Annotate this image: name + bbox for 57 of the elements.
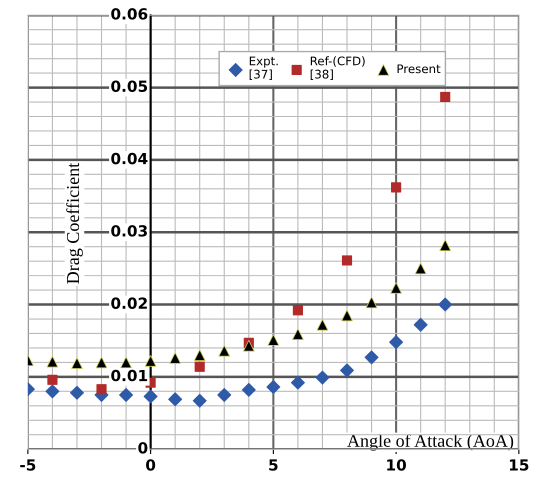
x-tick-label: 15: [510, 459, 528, 471]
point: [266, 380, 280, 394]
point: [438, 298, 452, 312]
point: [389, 335, 404, 350]
point: [414, 262, 426, 274]
point: [96, 356, 108, 368]
y-tick-label: 0: [138, 442, 148, 454]
y-tick-label: 0.04: [111, 152, 148, 164]
y-tick-label: 0.05: [111, 80, 148, 92]
y-tick-label: 0.01: [111, 370, 148, 382]
point: [168, 392, 182, 406]
point: [217, 388, 232, 402]
point: [366, 296, 378, 308]
point: [144, 389, 158, 404]
point: [290, 376, 305, 390]
point: [119, 388, 134, 402]
point: [46, 356, 58, 368]
point: [439, 239, 451, 252]
point: [144, 355, 156, 367]
point: [268, 334, 280, 346]
point: [340, 363, 354, 378]
point: [192, 394, 207, 408]
point: [218, 345, 230, 357]
point: [71, 357, 83, 369]
point: [169, 352, 181, 364]
point: [414, 318, 428, 332]
x-tick-label: -5: [20, 459, 36, 471]
point: [316, 319, 328, 331]
point: [96, 384, 107, 394]
x-tick-label: 0: [146, 459, 156, 471]
y-tick-label: 0.03: [111, 225, 147, 237]
point: [342, 255, 352, 266]
point: [45, 384, 60, 398]
point: [440, 92, 450, 102]
point: [242, 382, 256, 397]
legend-label: Present: [398, 64, 440, 74]
x-axis-title: Angle of Attack (AoA): [347, 434, 514, 451]
point: [390, 282, 402, 294]
point: [341, 310, 353, 322]
y-tick-label: 0.06: [111, 8, 148, 20]
point: [391, 182, 402, 192]
point: [194, 349, 206, 361]
x-tick-label: 10: [387, 459, 406, 471]
y-axis-title: Drag Coefficient: [66, 162, 83, 284]
point: [70, 386, 84, 400]
point: [315, 370, 330, 385]
point: [120, 356, 132, 368]
x-tick-label: 5: [269, 459, 278, 471]
point: [292, 305, 303, 316]
legend-label: Expt. [37]: [250, 56, 278, 80]
point: [364, 350, 379, 364]
point: [194, 362, 205, 372]
y-tick-label: 0.02: [111, 297, 147, 309]
point: [243, 340, 255, 352]
point: [292, 328, 304, 340]
legend-label: Ref-(CFD) [38]: [310, 56, 365, 80]
point: [47, 374, 58, 385]
